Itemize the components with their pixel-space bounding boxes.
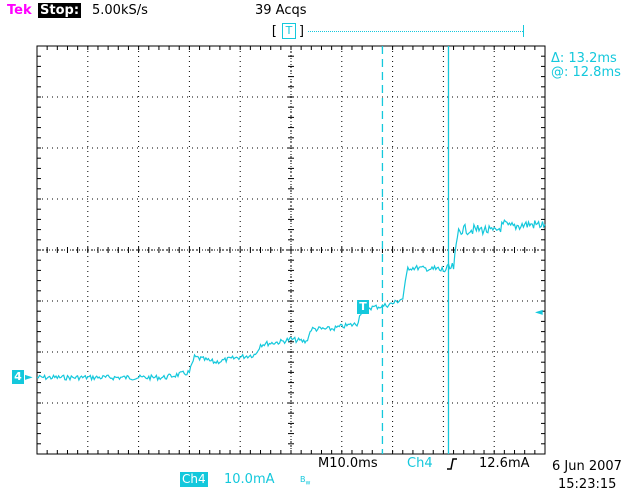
record-view-bracket-right: ] [298,24,306,39]
cursor-lines [381,46,450,454]
cursor-position-readout: @: 12.8ms [551,65,621,80]
record-view-bracket-left: [ [270,24,278,39]
bandwidth-limit-icon: Bw [300,475,311,487]
brand-label: Tek [7,3,32,18]
graticule [36,45,546,455]
channel-label-badge[interactable]: Ch4 [180,472,208,487]
channel-scale-readout: 10.0mA [224,472,275,487]
time-readout: 15:23:15 [558,477,617,492]
record-length-line [308,31,523,32]
timebase-readout: M10.0ms [318,456,378,471]
sample-rate: 5.00kS/s [92,3,148,18]
trigger-source: Ch4 [407,456,433,471]
record-end-tick [523,25,524,37]
ground-arrow-icon: ► [25,372,33,383]
trigger-position-indicator: [ T ] [270,22,525,40]
trigger-position-marker: T [282,23,296,39]
trigger-point-marker: T [357,300,369,314]
acquisition-count: 39 Acqs [255,3,307,18]
trigger-level-arrow-icon[interactable]: ◄ [535,307,543,318]
date-readout: 6 Jun 2007 [552,459,622,474]
run-state-badge: Stop: [38,3,82,18]
rising-edge-icon [447,458,457,470]
channel-ground-marker[interactable]: 4 [12,370,24,384]
cursor-delta-readout: Δ: 13.2ms [551,51,617,66]
trigger-level-readout: 12.6mA [479,456,530,471]
ch4-trace [36,219,546,382]
